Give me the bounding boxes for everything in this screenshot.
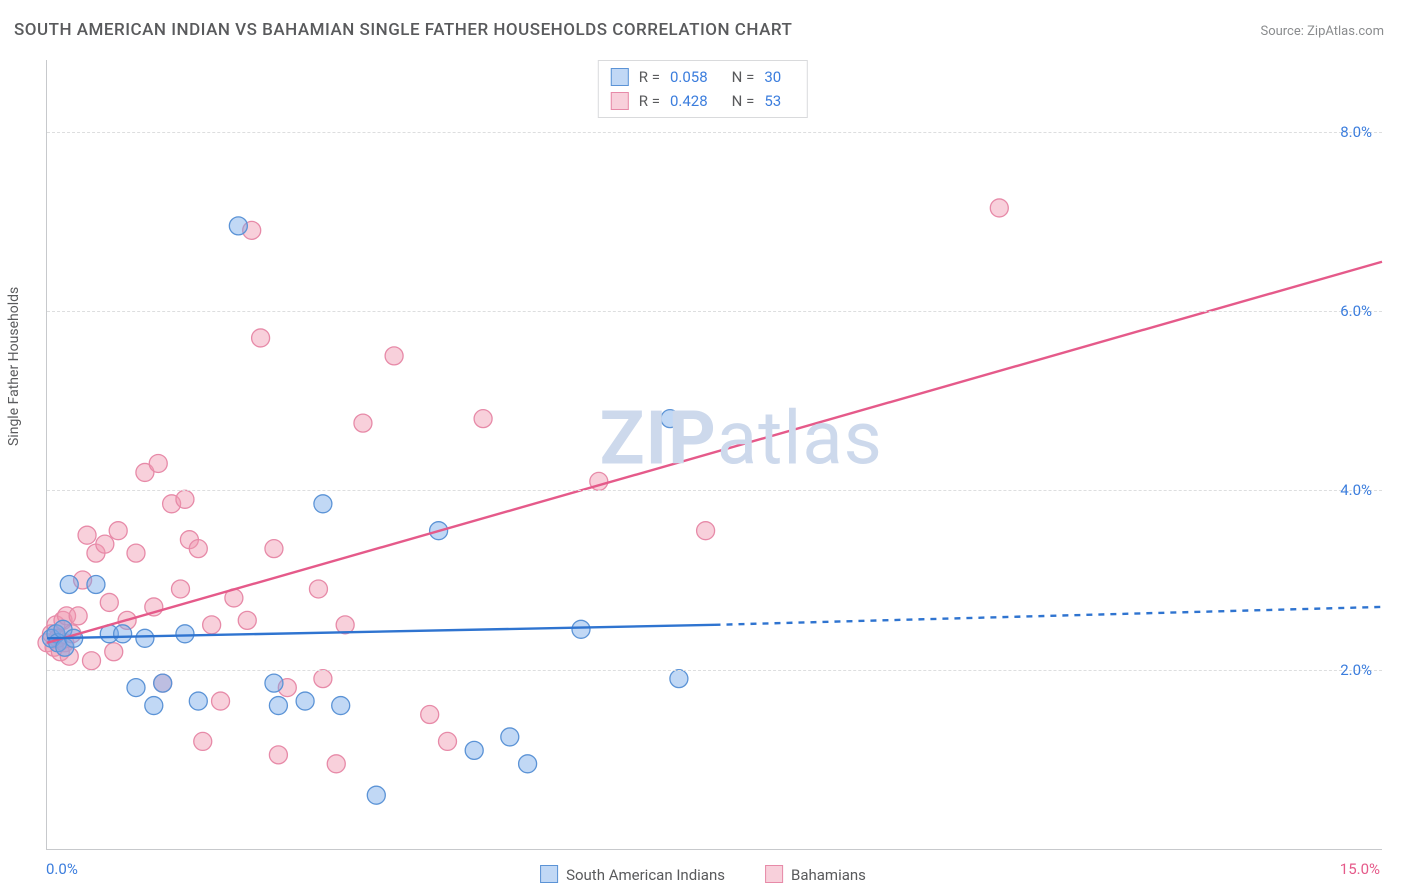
grid-line: [47, 490, 1382, 491]
data-point: [265, 540, 283, 558]
data-point: [109, 522, 127, 540]
data-point: [421, 706, 439, 724]
r-value: 0.058: [670, 68, 708, 86]
series-legend: South American Indians Bahamians: [540, 865, 866, 884]
y-axis-label: Single Father Households: [6, 287, 22, 446]
data-point: [327, 755, 345, 773]
data-point: [194, 732, 212, 750]
data-point: [154, 674, 172, 692]
data-point: [127, 679, 145, 697]
grid-line: [47, 132, 1382, 133]
data-point: [172, 580, 190, 598]
x-tick-label: 0.0%: [46, 860, 78, 878]
data-point: [60, 576, 78, 594]
chart-container: SOUTH AMERICAN INDIAN VS BAHAMIAN SINGLE…: [0, 0, 1406, 892]
data-point: [229, 217, 247, 235]
grid-line: [47, 311, 1382, 312]
data-point: [519, 755, 537, 773]
legend-item-blue: South American Indians: [540, 865, 725, 884]
data-point: [212, 692, 230, 710]
plot-svg: [47, 60, 1382, 849]
chart-title: SOUTH AMERICAN INDIAN VS BAHAMIAN SINGLE…: [14, 20, 792, 40]
swatch-icon: [611, 92, 629, 110]
data-point: [465, 741, 483, 759]
y-tick-label: 6.0%: [1340, 302, 1372, 320]
data-point: [697, 522, 715, 540]
n-value: 53: [764, 92, 781, 110]
data-point: [990, 199, 1008, 217]
data-point: [474, 410, 492, 428]
data-point: [439, 732, 457, 750]
n-label: N =: [732, 68, 755, 86]
swatch-icon: [540, 865, 558, 883]
data-point: [87, 576, 105, 594]
data-point: [189, 540, 207, 558]
data-point: [314, 495, 332, 513]
trend-line: [715, 607, 1383, 625]
data-point: [354, 414, 372, 432]
data-point: [269, 697, 287, 715]
data-point: [309, 580, 327, 598]
trend-line: [47, 262, 1382, 643]
data-point: [670, 670, 688, 688]
swatch-icon: [611, 68, 629, 86]
data-point: [252, 329, 270, 347]
data-point: [189, 692, 207, 710]
data-point: [145, 697, 163, 715]
correlation-legend: R = 0.058 N = 30 R = 0.428 N = 53: [598, 60, 808, 118]
y-tick-label: 8.0%: [1340, 123, 1372, 141]
data-point: [136, 629, 154, 647]
data-point: [572, 620, 590, 638]
data-point: [127, 544, 145, 562]
legend-row-blue: R = 0.058 N = 30: [611, 65, 795, 89]
data-point: [296, 692, 314, 710]
data-point: [100, 593, 118, 611]
y-tick-label: 4.0%: [1340, 481, 1372, 499]
data-point: [83, 652, 101, 670]
data-point: [176, 490, 194, 508]
r-value: 0.428: [670, 92, 708, 110]
legend-row-pink: R = 0.428 N = 53: [611, 89, 795, 113]
y-tick-label: 2.0%: [1340, 661, 1372, 679]
n-label: N =: [732, 92, 755, 110]
data-point: [114, 625, 132, 643]
data-point: [332, 697, 350, 715]
data-point: [661, 410, 679, 428]
data-point: [269, 746, 287, 764]
x-tick-label: 15.0%: [1340, 860, 1380, 878]
data-point: [367, 786, 385, 804]
source-label: Source: ZipAtlas.com: [1260, 24, 1384, 39]
data-point: [96, 535, 114, 553]
plot-area: ZIPatlas: [46, 60, 1382, 850]
data-point: [105, 643, 123, 661]
legend-item-pink: Bahamians: [765, 865, 866, 884]
grid-line: [47, 670, 1382, 671]
data-point: [314, 670, 332, 688]
data-point: [385, 347, 403, 365]
data-point: [176, 625, 194, 643]
data-point: [69, 607, 87, 625]
data-point: [501, 728, 519, 746]
n-value: 30: [764, 68, 781, 86]
r-label: R =: [639, 92, 660, 110]
swatch-icon: [765, 865, 783, 883]
data-point: [149, 454, 167, 472]
data-point: [238, 611, 256, 629]
data-point: [265, 674, 283, 692]
data-point: [78, 526, 96, 544]
r-label: R =: [639, 68, 660, 86]
data-point: [203, 616, 221, 634]
